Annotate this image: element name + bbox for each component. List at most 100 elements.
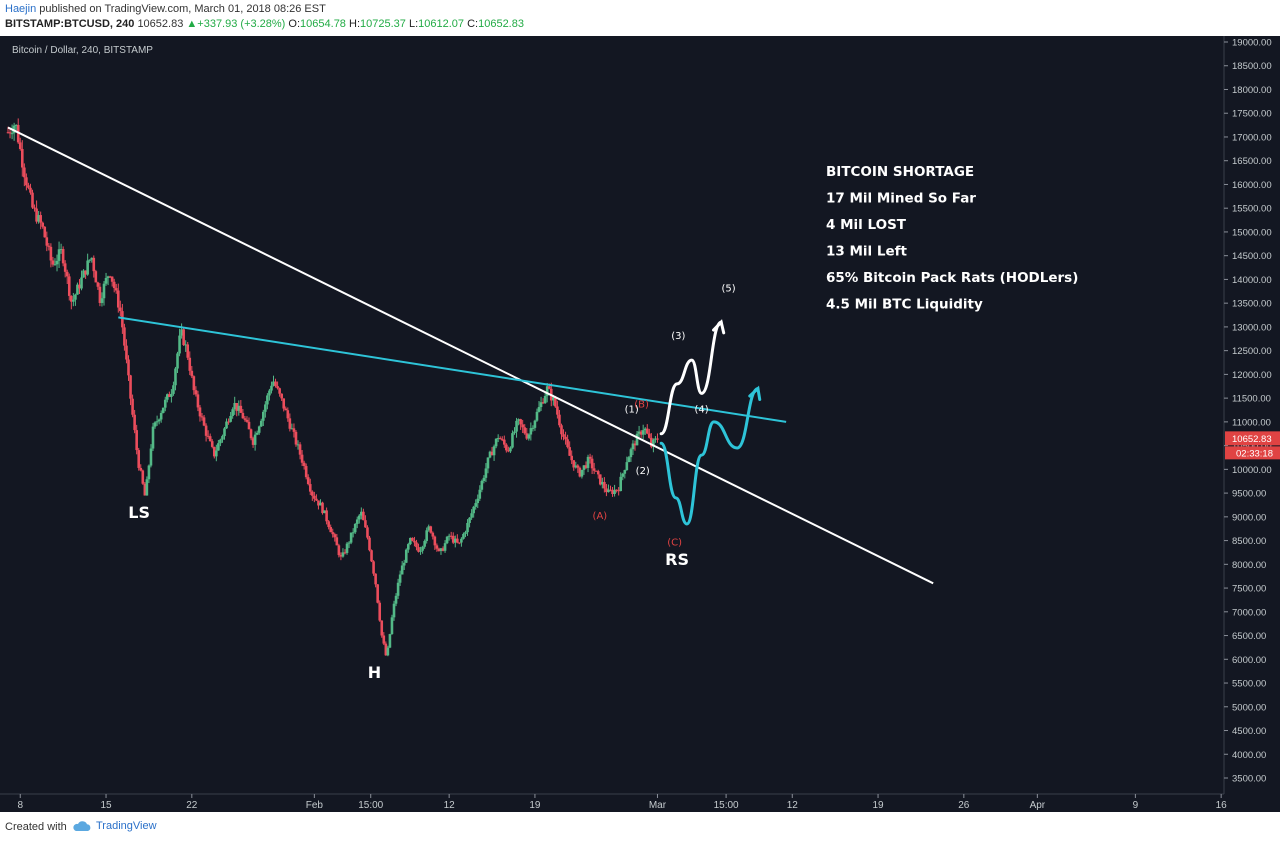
wave-label: (4)	[695, 404, 709, 415]
candle-body	[635, 433, 639, 446]
candle-body	[339, 555, 343, 557]
candle-body	[290, 428, 294, 430]
candle-body	[98, 286, 102, 303]
candle-body	[458, 542, 461, 544]
candle-body	[398, 574, 402, 583]
price-axis[interactable]: 3500.00 4000.00 4500.00 5000.00 5500.00 6000.…	[1223, 36, 1280, 812]
price-tick-label: 19000.00	[1232, 38, 1272, 49]
chart-title: Bitcoin / Dollar, 240, BITSTAMP	[12, 45, 153, 56]
candle-body	[349, 532, 353, 543]
candle-body	[76, 284, 79, 295]
tradingview-link[interactable]: TradingView	[72, 820, 157, 832]
candle-body	[331, 532, 335, 535]
high-value: 10725.37	[360, 18, 406, 30]
candle-body	[235, 403, 239, 411]
price-tick-label: 7500.00	[1232, 584, 1266, 595]
candle-body	[568, 447, 571, 456]
price-tick-label: 11000.00	[1232, 417, 1271, 428]
price-tick-label: 15000.00	[1232, 227, 1272, 238]
author-link[interactable]: Haejin	[5, 3, 37, 15]
chart-container[interactable]: LS H RS (A) (B) (C) (1) (2) (3) (4) (5) BITCOIN SH…	[0, 36, 1280, 812]
candle-body	[304, 466, 308, 478]
candle-body	[596, 471, 600, 475]
candle-body	[274, 381, 277, 387]
candle-body	[355, 519, 359, 524]
candle-body	[313, 495, 316, 499]
candle-body	[402, 562, 406, 566]
projection-bullish	[659, 320, 723, 436]
wave-label: RS	[665, 550, 689, 569]
candle-body	[84, 270, 87, 275]
candle-body	[43, 226, 47, 238]
note-line: 17 Mil Mined So Far	[826, 191, 976, 207]
candle-body	[67, 276, 71, 296]
close-label: C:	[467, 18, 479, 30]
candle-body	[460, 538, 463, 543]
candle-body	[650, 437, 653, 447]
candle-body	[94, 271, 98, 283]
candle-body	[184, 344, 187, 346]
candle-body	[51, 260, 55, 265]
candle-body	[590, 458, 594, 469]
price-chart[interactable]: LS H RS (A) (B) (C) (1) (2) (3) (4) (5) BITCOIN SH…	[0, 36, 1280, 812]
created-with-label: Created with	[5, 821, 67, 833]
candle-body	[578, 467, 582, 477]
time-tick-label: 8	[17, 800, 23, 811]
candle-body	[255, 432, 259, 435]
candle-body	[119, 307, 122, 312]
time-tick-label: Feb	[306, 800, 324, 811]
candle-body	[215, 450, 218, 457]
price-tick-label: 3500.00	[1232, 774, 1266, 785]
candle-body	[621, 473, 625, 477]
candle-body	[49, 246, 53, 261]
candle-body	[145, 479, 149, 496]
candle-body	[388, 634, 392, 648]
candle-body	[88, 259, 91, 261]
candle-body	[488, 451, 492, 458]
time-axis[interactable]: 8 15 22 Feb 15:00 12 19 Mar 15:00 12 19 26 Apr 9 16	[0, 793, 1228, 811]
candle-body	[390, 617, 394, 635]
candle-body	[239, 405, 243, 413]
candle-body	[603, 481, 606, 489]
time-tick-label: 16	[1216, 800, 1228, 811]
candle-body	[16, 124, 20, 143]
candle-body	[453, 538, 457, 543]
candle-body	[360, 511, 363, 516]
candle-body	[278, 388, 281, 394]
candle-body	[192, 376, 196, 391]
candle-body	[529, 428, 533, 435]
candle-body	[425, 530, 428, 541]
symbol-label: BITSTAMP:BTCUSD, 240	[5, 18, 135, 30]
candle-body	[366, 527, 369, 538]
candle-body	[435, 545, 439, 549]
note-line: BITCOIN SHORTAGE	[826, 164, 974, 180]
candle-body	[609, 489, 612, 491]
candle-body	[601, 481, 604, 485]
projection-arrowhead	[712, 319, 726, 335]
projection-alternate	[659, 387, 760, 526]
candle-body	[249, 429, 253, 439]
candle-body	[302, 462, 306, 467]
price-tick-label: 14000.00	[1232, 275, 1272, 286]
candle-body	[268, 390, 271, 396]
candle-body	[637, 431, 641, 434]
candle-body	[502, 439, 506, 445]
price-axis-bg	[1224, 36, 1280, 812]
candle-body	[264, 404, 267, 412]
low-label: L:	[408, 18, 419, 30]
time-tick-label: 15	[100, 800, 112, 811]
candle-body	[31, 192, 34, 208]
candle-body	[53, 264, 57, 266]
candle-body	[270, 385, 273, 391]
candle-body	[296, 444, 300, 446]
candle-body	[182, 329, 185, 346]
candle-body	[631, 443, 635, 450]
candle-body	[259, 420, 263, 427]
candle-body	[474, 503, 478, 507]
candle-body	[468, 517, 471, 523]
candle-body	[619, 476, 623, 492]
candle-body	[449, 535, 453, 537]
candle-body	[8, 132, 12, 134]
wave-label: (B)	[634, 400, 649, 411]
price-tick-label: 5000.00	[1232, 702, 1266, 713]
